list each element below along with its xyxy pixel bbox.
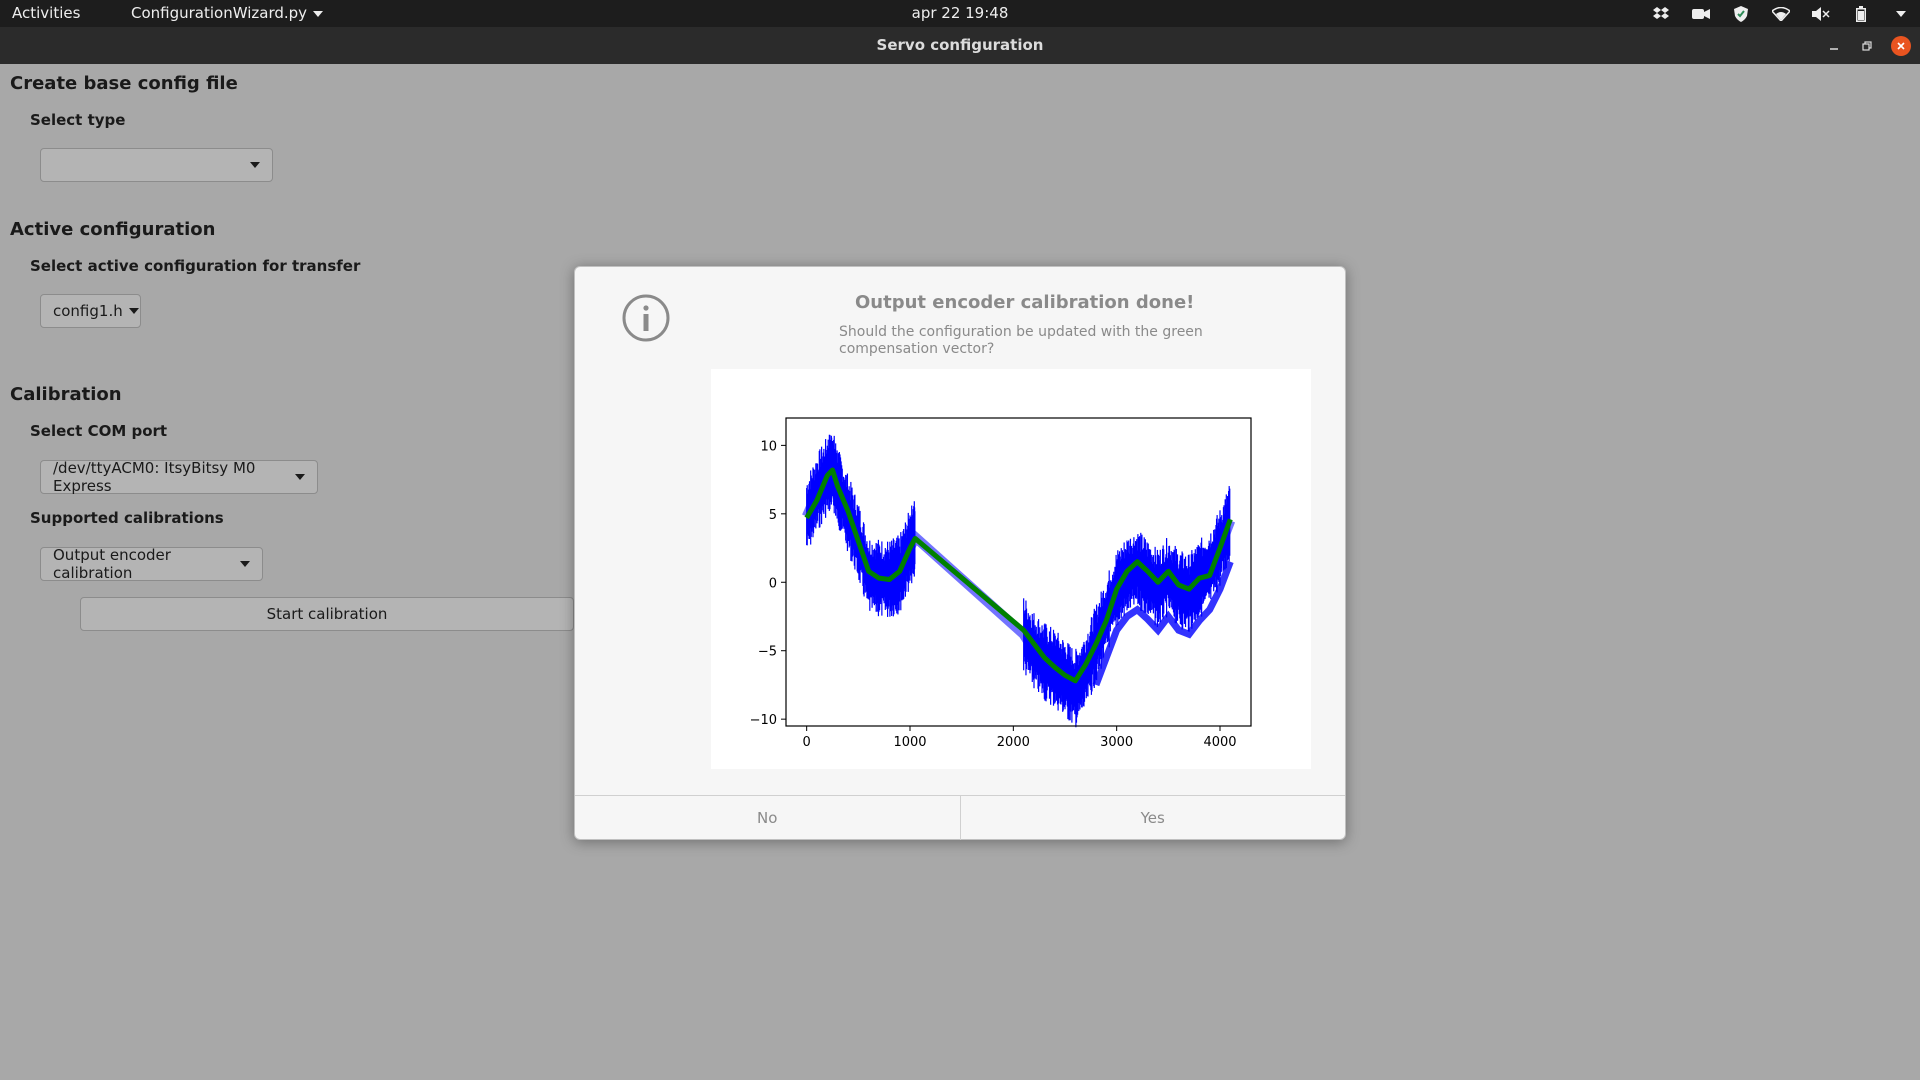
x-tick-label: 1000 (893, 735, 926, 750)
minimize-icon (1830, 48, 1838, 50)
plot-axes-frame (785, 417, 1252, 727)
x-tick-label: 0 (803, 735, 811, 750)
y-tick-label: 0 (769, 576, 777, 591)
dialog-title: Output encoder calibration done! (855, 292, 1195, 313)
chevron-down-icon (128, 308, 139, 314)
chevron-down-icon (240, 561, 250, 567)
chevron-down-icon (250, 162, 260, 168)
y-tick-label: 5 (769, 508, 777, 523)
chevron-down-icon (295, 474, 305, 480)
supported-calibrations-combo[interactable]: Output encoder calibration (40, 546, 263, 582)
com-port-combo[interactable]: /dev/ttyACM0: ItsyBitsy M0 Express (40, 459, 318, 495)
base-config-heading: Create base config file (10, 73, 238, 94)
dialog-actions: No Yes (575, 795, 1345, 840)
select-type-combo[interactable] (40, 148, 273, 182)
shield-icon[interactable] (1732, 5, 1750, 23)
calibration-plot: 0 1000 2000 3000 4000 −10 −5 0 5 10 (711, 369, 1311, 769)
com-port-value: /dev/ttyACM0: ItsyBitsy M0 Express (53, 459, 256, 495)
restore-icon (1862, 41, 1872, 51)
supported-calibrations-label: Supported calibrations (30, 509, 224, 527)
x-tick-label: 2000 (997, 735, 1030, 750)
dropbox-icon[interactable] (1652, 5, 1670, 23)
yes-button[interactable]: Yes (1140, 809, 1165, 827)
minimize-button[interactable] (1824, 36, 1844, 56)
chevron-down-icon[interactable] (1892, 5, 1910, 23)
start-calibration-button[interactable]: Start calibration (80, 597, 574, 631)
active-config-combo[interactable]: config1.h (40, 294, 141, 328)
dialog-message: Should the configuration be updated with… (839, 324, 1203, 357)
calibration-heading: Calibration (10, 384, 122, 405)
supported-calibrations-value: Output encoder calibration (53, 546, 171, 582)
clock[interactable]: apr 22 19:48 (911, 4, 1009, 22)
maximize-button[interactable] (1857, 36, 1877, 56)
active-config-heading: Active configuration (10, 219, 216, 240)
app-menu[interactable]: ConfigurationWizard.py (131, 4, 324, 22)
chevron-down-icon (313, 10, 324, 17)
x-tick-label: 3000 (1100, 735, 1133, 750)
window-title-bar[interactable]: Servo configuration (0, 27, 1920, 64)
blue-lower-band (1092, 560, 1234, 687)
activities-button[interactable]: Activities (12, 4, 81, 22)
select-com-port-label: Select COM port (30, 422, 168, 440)
system-tray[interactable] (1652, 3, 1910, 24)
select-type-label: Select type (30, 111, 126, 129)
series-blue-measurements (802, 434, 1236, 728)
calibration-done-dialog: Output encoder calibration done! Should … (574, 266, 1346, 840)
y-tick-label: 10 (760, 439, 777, 454)
window-title: Servo configuration (876, 36, 1044, 54)
camera-icon[interactable] (1692, 5, 1710, 23)
close-icon (1897, 42, 1905, 50)
plot-canvas: 0 1000 2000 3000 4000 −10 −5 0 5 10 (750, 417, 1252, 750)
select-active-config-label: Select active configuration for transfer (30, 257, 361, 275)
active-config-value: config1.h (53, 302, 123, 320)
main-content: Create base config file Select type Acti… (0, 64, 1920, 1080)
blue-upper-band (802, 457, 1236, 698)
close-button[interactable] (1891, 36, 1911, 56)
no-button[interactable]: No (575, 796, 961, 840)
x-tick-label: 4000 (1203, 735, 1236, 750)
series-green-compensation (804, 467, 1233, 684)
info-icon (621, 293, 671, 343)
top-bar: Activities ConfigurationWizard.py apr 22… (0, 0, 1920, 27)
battery-icon[interactable] (1852, 5, 1870, 23)
wifi-icon[interactable] (1772, 5, 1790, 23)
volume-icon[interactable] (1812, 5, 1830, 23)
y-tick-label: −10 (750, 713, 777, 728)
y-tick-label: −5 (758, 645, 777, 660)
